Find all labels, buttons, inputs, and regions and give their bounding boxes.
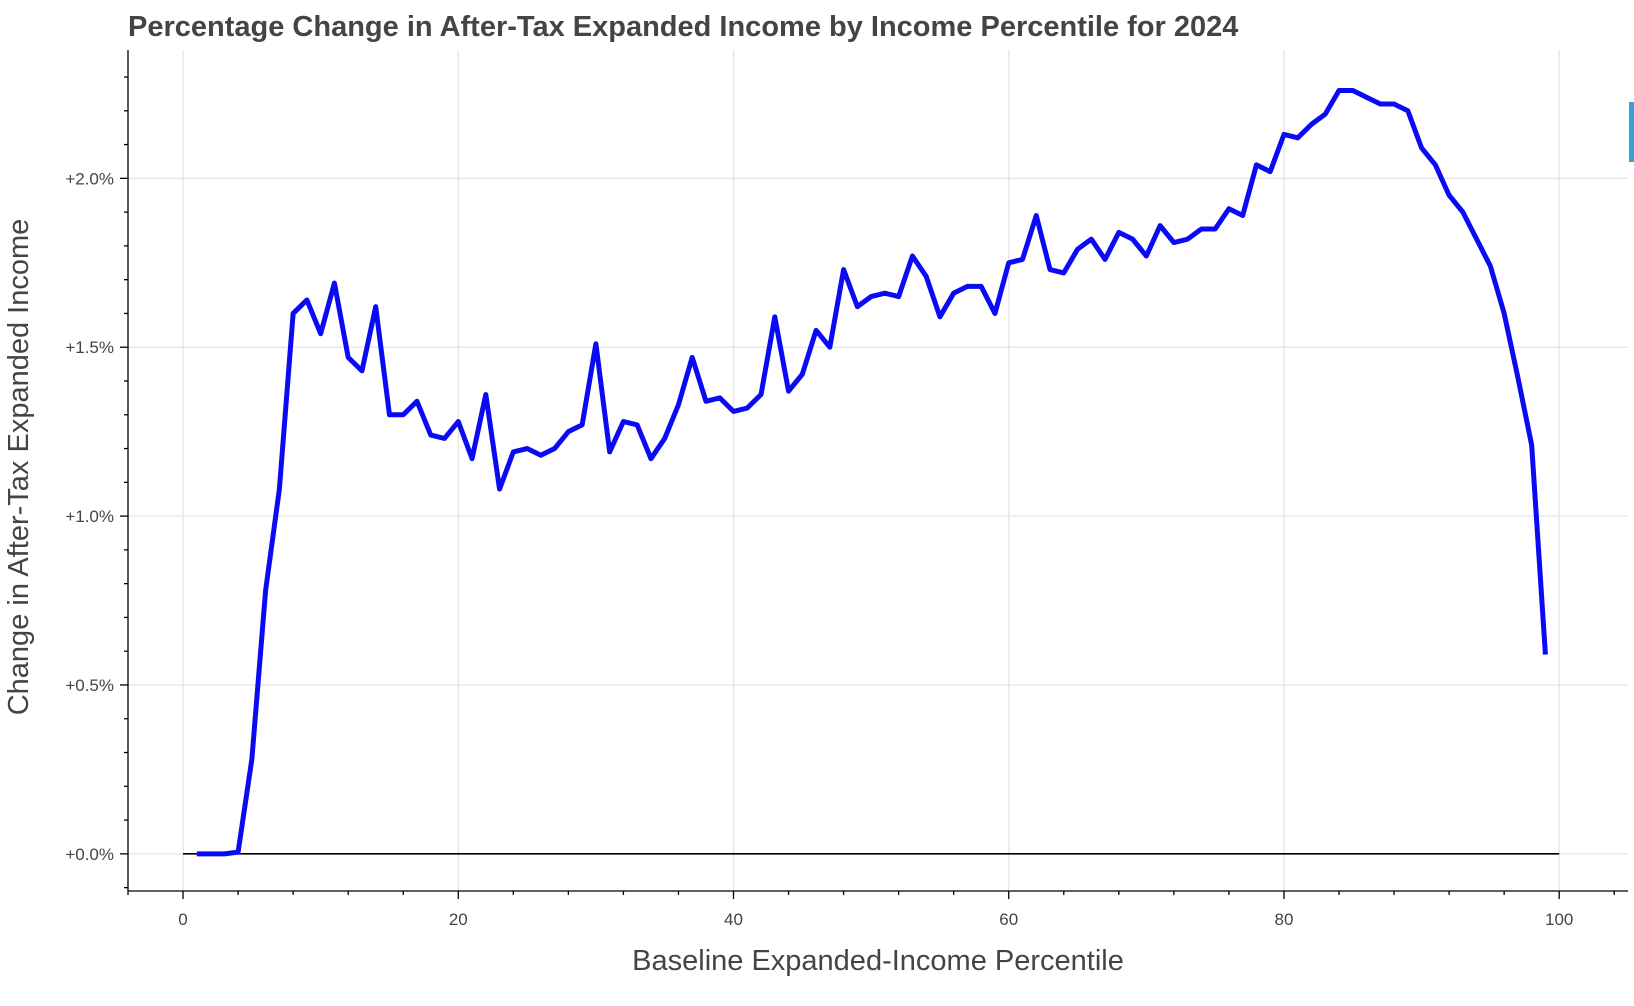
x-tick-label: 80 — [1275, 910, 1294, 929]
y-tick-label: +2.0% — [65, 169, 114, 188]
x-tick-label: 60 — [999, 910, 1018, 929]
x-axis-title: Baseline Expanded-Income Percentile — [632, 945, 1124, 977]
y-axis-title: Change in After-Tax Expanded Income — [3, 219, 35, 716]
series-line-0 — [196, 88, 1548, 857]
y-axis-ticks: +0.0% +0.5% +1.0% +1.5% +2.0% — [65, 76, 128, 889]
y-tick-label: +0.5% — [65, 676, 114, 695]
y-tick-label: +1.5% — [65, 338, 114, 357]
chart-title: Percentage Change in After-Tax Expanded … — [128, 11, 1238, 43]
y-tick-label: +0.0% — [65, 845, 114, 864]
x-gridlines — [182, 50, 1560, 891]
series-group — [196, 88, 1548, 857]
x-axis-ticks: 0 20 40 60 80 100 — [127, 891, 1615, 929]
y-tick-label: +1.0% — [65, 507, 114, 526]
x-tick-label: 0 — [178, 910, 187, 929]
x-tick-label: 20 — [449, 910, 468, 929]
y-gridlines — [128, 177, 1628, 855]
toolbar-edge[interactable] — [1629, 102, 1634, 162]
x-tick-label: 40 — [724, 910, 743, 929]
x-tick-label: 100 — [1545, 910, 1573, 929]
